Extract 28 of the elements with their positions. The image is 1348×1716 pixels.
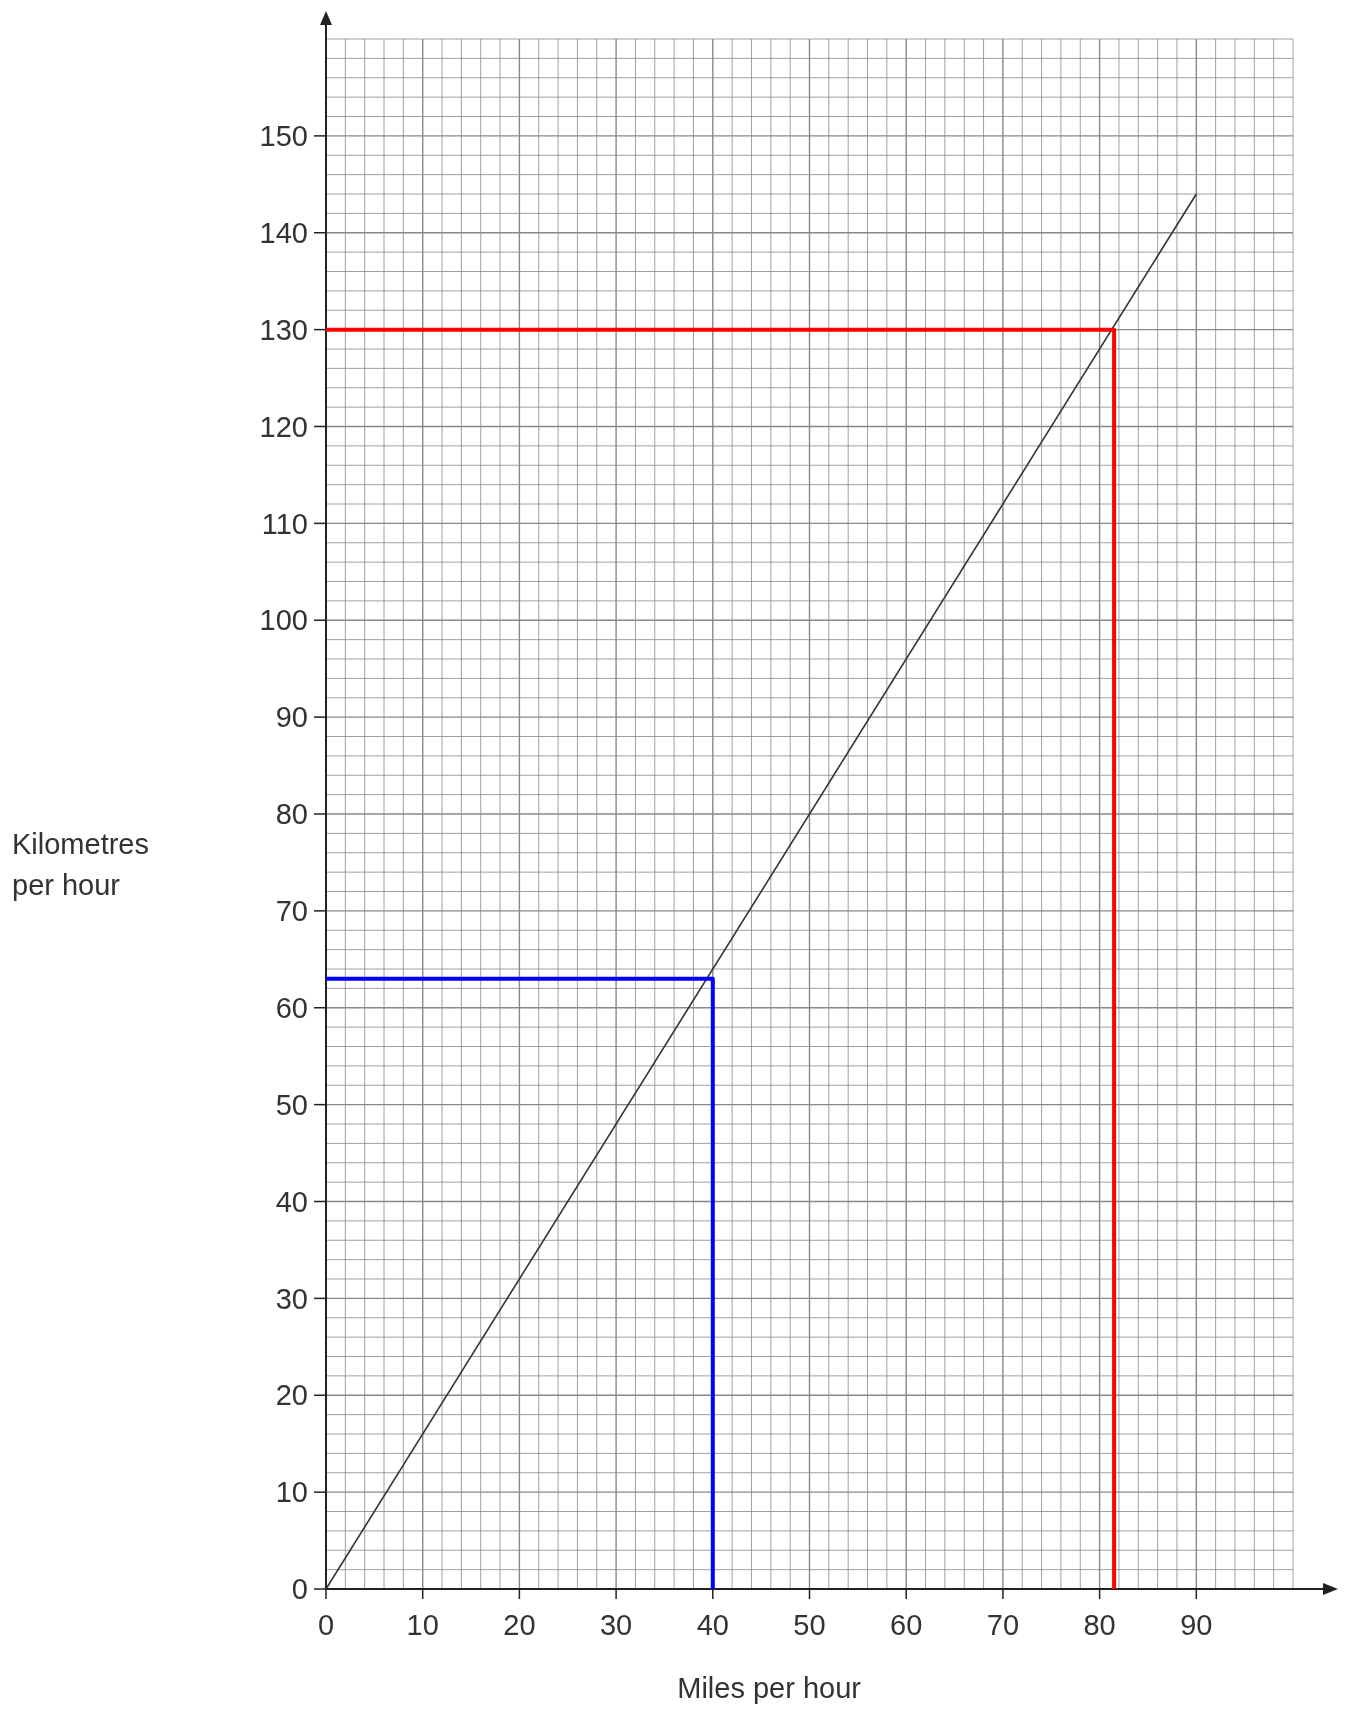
y-tick-label: 130 [259,313,308,346]
y-tick-label: 140 [259,216,308,249]
x-tick-label: 80 [1083,1609,1116,1641]
y-tick-label: 50 [275,1088,308,1121]
y-tick-label: 10 [275,1476,308,1509]
x-tick-label: 70 [986,1609,1020,1641]
y-tick-label: 110 [261,507,308,540]
x-tick-label: 30 [599,1609,633,1641]
y-tick-label: 100 [259,604,308,637]
y-tick-label: 40 [275,1185,308,1218]
x-tick-label: 50 [793,1609,826,1641]
x-axis-title: Miles per hour [677,1672,862,1704]
y-tick-label: 120 [259,410,308,443]
x-tick-label: 60 [890,1609,923,1641]
y-tick-label: 30 [275,1282,308,1315]
y-tick-label: 20 [275,1379,308,1412]
x-tick-label: 0 [317,1609,335,1641]
x-tick-label: 40 [696,1609,729,1641]
y-tick-label: 90 [275,701,308,734]
y-axis-title: Kilometres per hour [12,828,149,901]
y-tick-label: 150 [259,120,308,153]
y-tick-label: 70 [275,895,308,928]
y-tick-label: 0 [291,1573,308,1606]
y-tick-label: 60 [275,991,308,1024]
x-tick-label: 10 [406,1609,439,1641]
y-tick-label: 80 [275,798,308,831]
x-tick-label: 90 [1180,1609,1213,1641]
x-tick-label: 20 [503,1609,536,1641]
